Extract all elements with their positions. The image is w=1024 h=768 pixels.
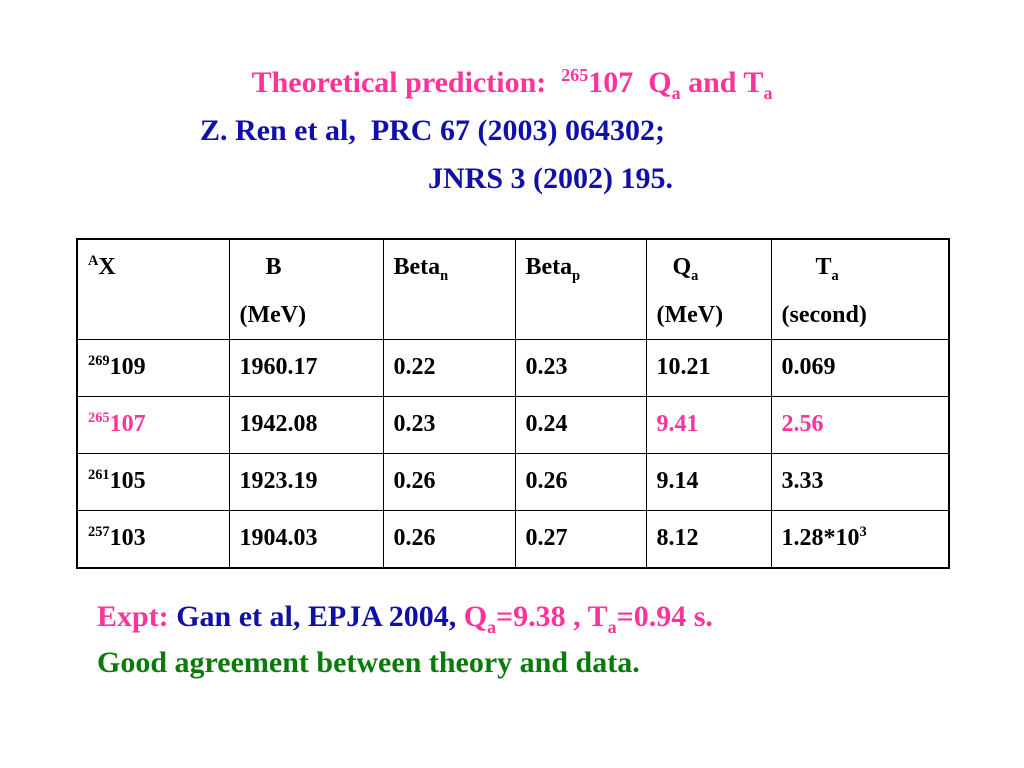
result: Qa=9.38 , Ta=0.94 s. xyxy=(463,600,713,636)
cell-text: 105 xyxy=(109,468,146,494)
title-text: Theoretical prediction: xyxy=(251,66,547,99)
table-cell: 2.56 xyxy=(770,395,950,454)
header-cell: Ta (second) xyxy=(770,238,950,340)
superscript: 269 xyxy=(88,353,110,369)
table-cell: 1960.17 xyxy=(228,338,384,397)
value: =9.38 , T xyxy=(496,600,608,633)
table-cell: 269109 xyxy=(76,338,230,397)
table-cell: 9.41 xyxy=(645,395,772,454)
table-cell: 1942.08 xyxy=(228,395,384,454)
element: 107 xyxy=(588,66,634,99)
data-table: AX B (MeV) Betan Betap Qa (MeV) Ta (second)… xyxy=(76,238,950,569)
table-body: 269109 1960.17 0.22 0.23 10.21 0.069 265107 194… xyxy=(76,338,950,568)
subscript: a xyxy=(671,83,681,103)
table-cell: 0.069 xyxy=(770,338,950,397)
header-cell: B (MeV) xyxy=(228,238,384,340)
subscript: a xyxy=(831,267,839,284)
superscript: 3 xyxy=(859,524,867,540)
header-text: Beta xyxy=(393,254,441,280)
superscript: 261 xyxy=(88,467,110,483)
table-row: 269109 1960.17 0.22 0.23 10.21 0.069 xyxy=(76,338,950,397)
label: Expt: xyxy=(97,600,169,633)
superscript: 257 xyxy=(88,524,110,540)
symbol: Q xyxy=(648,66,672,99)
header-cell: Qa (MeV) xyxy=(645,238,772,340)
header-row: AX B (MeV) Betan Betap Qa (MeV) Ta (second) xyxy=(76,238,950,340)
table-cell: 0.22 xyxy=(382,338,516,397)
header-text: X xyxy=(98,254,116,280)
table-cell: 0.24 xyxy=(514,395,647,454)
table-row: 265107 1942.08 0.23 0.24 9.41 2.56 xyxy=(76,395,950,454)
header-text: B xyxy=(265,254,282,280)
footer-line: Expt: Gan et al, EPJA 2004, Qa=9.38 , Ta… xyxy=(97,600,713,636)
header-cell: Betap xyxy=(514,238,647,340)
value: =0.94 s. xyxy=(616,600,713,633)
mass-number: 265 xyxy=(561,65,589,85)
header-unit: (second) xyxy=(781,302,867,328)
table-cell: 10.21 xyxy=(645,338,772,397)
reference: Gan et al, EPJA 2004, xyxy=(176,600,457,633)
subscript: a xyxy=(607,617,617,637)
header-text: Q xyxy=(672,254,692,280)
table-cell: 1904.03 xyxy=(228,509,384,568)
table-cell: 8.12 xyxy=(645,509,772,568)
subscript: a xyxy=(487,617,497,637)
table-cell: 265107 xyxy=(76,395,230,454)
cell-text: 1.28*10 xyxy=(781,525,860,551)
cell-text: 109 xyxy=(109,354,146,380)
table-cell: 0.23 xyxy=(514,338,647,397)
table-cell: 1.28*103 xyxy=(770,509,950,568)
table-row: 261105 1923.19 0.26 0.26 9.14 3.33 xyxy=(76,452,950,511)
table-cell: 0.26 xyxy=(382,509,516,568)
superscript: 265 xyxy=(88,410,110,426)
reference: Z. Ren et al, PRC 67 (2003) 064302; xyxy=(200,114,665,147)
header-cell: Betan xyxy=(382,238,516,340)
symbol: Q xyxy=(463,600,488,633)
title-line: Theoretical prediction: 265107 Qa and Ta xyxy=(0,65,1024,103)
subscript: a xyxy=(691,267,699,284)
superscript: A xyxy=(88,253,99,269)
subscript: n xyxy=(440,267,449,284)
table-cell: 0.27 xyxy=(514,509,647,568)
table-cell: 1923.19 xyxy=(228,452,384,511)
header-text: T xyxy=(815,254,832,280)
reference: JNRS 3 (2002) 195. xyxy=(428,162,673,195)
table-row: 257103 1904.03 0.26 0.27 8.12 1.28*103 xyxy=(76,509,950,568)
subscript: a xyxy=(763,83,773,103)
header-unit: (MeV) xyxy=(656,302,724,328)
header-text: Beta xyxy=(525,254,573,280)
symbol: and T xyxy=(688,66,764,99)
table-cell: 0.23 xyxy=(382,395,516,454)
table-cell: 0.26 xyxy=(382,452,516,511)
header-unit: (MeV) xyxy=(239,302,307,328)
table-cell: 9.14 xyxy=(645,452,772,511)
table-cell: 261105 xyxy=(76,452,230,511)
subscript: p xyxy=(572,267,581,284)
table-cell: 0.26 xyxy=(514,452,647,511)
cell-text: 103 xyxy=(109,525,146,551)
table-cell: 3.33 xyxy=(770,452,950,511)
table-cell: 257103 xyxy=(76,509,230,568)
cell-text: 107 xyxy=(109,411,146,437)
header-cell: AX xyxy=(76,238,230,340)
conclusion: Good agreement between theory and data. xyxy=(97,646,640,679)
